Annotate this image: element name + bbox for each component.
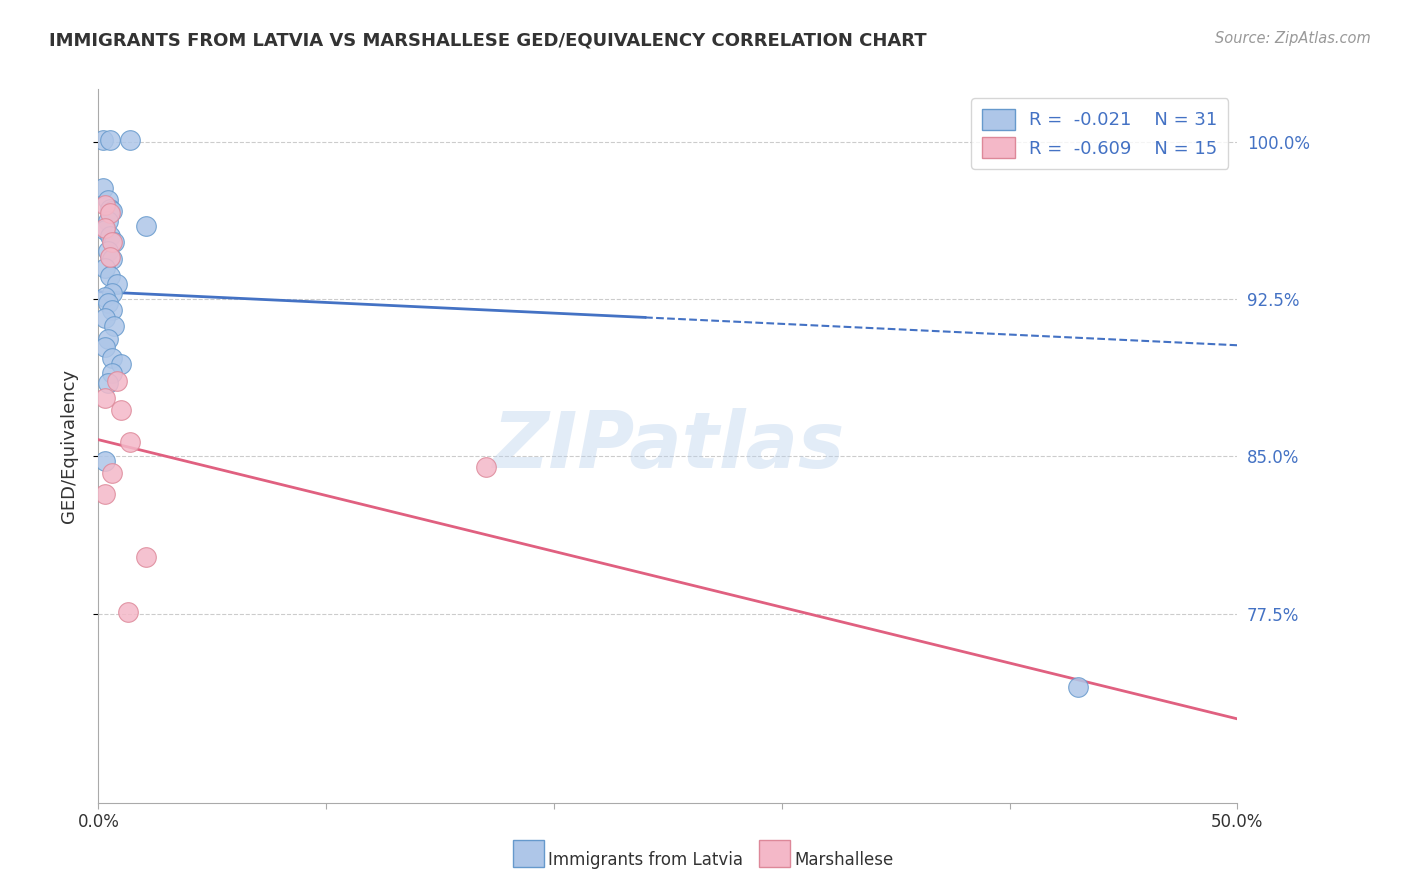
Point	[96, 244, 118, 258]
Point	[94, 487, 117, 501]
Point	[96, 332, 118, 346]
Point	[1067, 681, 1090, 695]
Point	[98, 229, 121, 244]
Point	[110, 357, 132, 371]
Point	[101, 252, 124, 267]
Point	[135, 550, 157, 565]
Point	[94, 260, 117, 275]
Point	[98, 206, 121, 220]
Point	[98, 202, 121, 216]
Point	[98, 268, 121, 283]
Y-axis label: GED/Equivalency: GED/Equivalency	[59, 369, 77, 523]
Point	[94, 220, 117, 235]
Point	[101, 351, 124, 365]
Point	[474, 460, 496, 475]
Point	[135, 219, 157, 233]
Point	[120, 434, 142, 449]
Point	[103, 319, 125, 334]
Text: Source: ZipAtlas.com: Source: ZipAtlas.com	[1215, 31, 1371, 46]
Point	[94, 290, 117, 304]
Point	[96, 194, 118, 208]
Bar	[513, 840, 544, 867]
Point	[98, 132, 121, 146]
Point	[94, 310, 117, 325]
Point	[101, 285, 124, 300]
Legend: R =  -0.021    N = 31, R =  -0.609    N = 15: R = -0.021 N = 31, R = -0.609 N = 15	[972, 98, 1229, 169]
Point	[96, 296, 118, 310]
Point	[96, 376, 118, 390]
Point	[120, 132, 142, 146]
Point	[94, 340, 117, 354]
Point	[101, 235, 124, 250]
Text: Marshallese: Marshallese	[794, 851, 894, 869]
Point	[94, 391, 117, 405]
Point	[101, 302, 124, 317]
Point	[103, 235, 125, 250]
Point	[91, 181, 114, 195]
Text: Immigrants from Latvia: Immigrants from Latvia	[548, 851, 744, 869]
Text: IMMIGRANTS FROM LATVIA VS MARSHALLESE GED/EQUIVALENCY CORRELATION CHART: IMMIGRANTS FROM LATVIA VS MARSHALLESE GE…	[49, 31, 927, 49]
Point	[101, 467, 124, 481]
Point	[101, 366, 124, 380]
Point	[94, 223, 117, 237]
Point	[94, 453, 117, 467]
Point	[101, 203, 124, 218]
Point	[98, 250, 121, 264]
Point	[94, 197, 117, 211]
Point	[105, 374, 128, 388]
Bar	[759, 840, 790, 867]
Point	[105, 277, 128, 292]
Point	[110, 403, 132, 417]
Text: ZIPatlas: ZIPatlas	[492, 408, 844, 484]
Point	[96, 214, 118, 228]
Point	[91, 132, 114, 146]
Point	[117, 605, 139, 619]
